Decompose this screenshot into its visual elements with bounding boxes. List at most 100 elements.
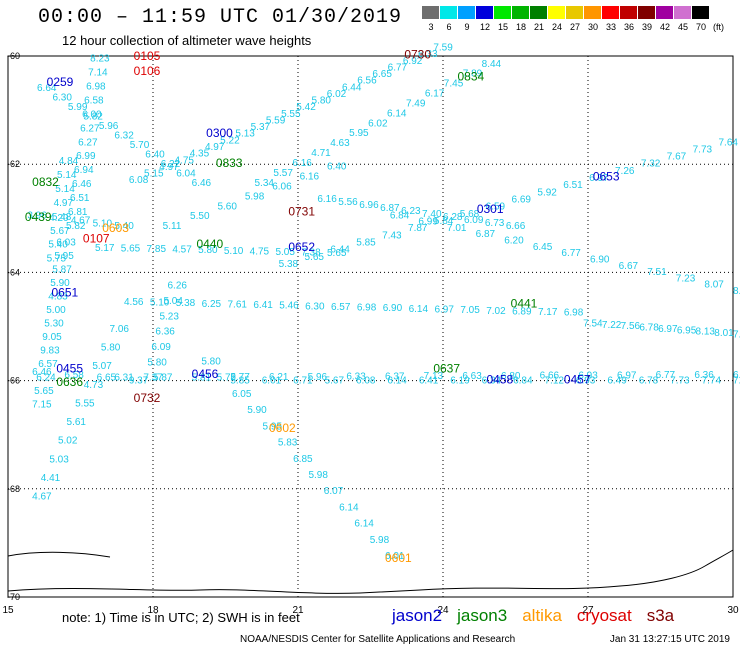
wave-height-value: 5.67 [50,226,70,237]
y-tick-label: -60 [7,51,20,61]
wave-height-value: 5.61 [67,417,87,428]
wave-height-value: 5.37 [251,122,271,133]
wave-height-value: 7.02 [486,306,506,317]
wave-height-value: 4.20 [49,213,69,224]
wave-height-value: 7.14 [88,67,108,78]
wave-height-value: 6.00 [82,109,102,120]
colorbar-label: 3 [428,22,434,32]
wave-height-value: 5.98 [245,191,265,202]
wave-height-value: 5.34 [255,178,275,189]
wave-height-value: 5.23 [159,311,179,322]
wave-height-value: 7.64 [719,137,739,148]
wave-height-value: 6.34 [482,375,502,386]
wave-height-value: 5.80 [201,356,221,367]
wave-height-value: 6.78 [639,323,659,334]
coastline [7,551,111,558]
wave-height-value: 6.41 [419,375,439,386]
pass-time-label: 0107 [83,232,110,246]
wave-height-value: 5.55 [75,398,95,409]
wave-height-value: 6.23 [401,206,421,217]
wave-height-value: 7.73 [693,144,713,155]
wave-height-value: 6.25 [202,299,222,310]
wave-height-value: 5.22 [220,135,240,146]
legend-cryosat: cryosat [576,606,632,625]
pass-time-label: 0731 [288,205,315,219]
colorbar-label: 21 [533,22,544,32]
wave-height-value: 5.92 [537,187,557,198]
wave-height-colorbar [422,6,710,19]
wave-height-value: 7.85 [147,244,167,255]
colorbar-label: 18 [515,22,526,32]
wave-height-value: 5.65 [327,248,347,259]
colorbar-label: 39 [641,22,652,32]
wave-height-value: 6.05 [232,389,252,400]
colorbar-swatch [494,6,512,19]
wave-height-value: 6.40 [327,162,347,173]
wave-height-value: 6.19 [450,375,470,386]
colorbar-swatch [638,6,656,19]
wave-height-value: 6.84 [513,375,533,386]
colorbar-swatch [440,6,458,19]
colorbar-label: 70 [695,22,706,32]
wave-height-value: 5.55 [281,109,301,120]
coastline [7,549,734,594]
wave-height-value: 6.07 [324,486,344,497]
wave-height-value: 5.80 [147,357,167,368]
wave-height-value: 6.90 [383,303,403,314]
wave-height-value: 7.17 [538,307,558,318]
wave-height-value: 4.75 [175,155,195,166]
wave-height-value: 6.24 [36,373,56,384]
wave-height-value: 5.80 [198,245,218,256]
wave-height-value: 5.72 [217,373,237,384]
wave-height-value: 6.85 [293,454,313,465]
pass-time-label: 0457 [564,372,591,386]
wave-height-value: 7.67 [667,152,687,163]
pass-time-label: 0601 [385,551,412,565]
wave-height-value: 5.03 [49,454,69,465]
wave-height-value: 6.77 [388,62,408,73]
pass-time-label: 0636 [56,375,83,389]
wave-height-value: 6.27 [80,123,100,134]
x-tick-label: 24 [437,605,449,616]
colorbar-swatch [422,6,440,19]
wave-height-value: 6.09 [151,342,171,353]
wave-height-value: 5.17 [95,243,115,254]
wave-height-value: 7.23 [676,273,696,284]
colorbar-swatch [620,6,638,19]
colorbar-label: 12 [479,22,490,32]
wave-height-value: 6.56 [357,76,377,87]
pass-time-label: 0832 [32,175,59,189]
wave-height-value: 8.00 [733,286,740,297]
wave-height-value: 6.87 [380,203,400,214]
wave-height-value: 4.71 [311,148,331,159]
wave-height-value: 6.98 [357,303,377,314]
wave-height-value: 5.99 [68,102,88,113]
wave-height-value: 6.28 [443,212,463,223]
wave-height-value: 6.98 [86,81,106,92]
page-title: 00:00 – 11:59 UTC 01/30/2019 [38,6,403,29]
wave-height-value: 6.49 [607,375,627,386]
wave-height-value: 9.83 [40,346,60,357]
wave-height-value: 5.60 [217,201,237,212]
wave-height-value: 4.63 [330,138,350,149]
wave-height-value: 6.67 [619,261,639,272]
pass-time-label: 0441 [511,297,538,311]
x-tick-label: 27 [582,605,594,616]
wave-height-value: 4.67 [32,492,52,503]
wave-height-value: 6.33 [346,372,366,383]
wave-height-value: 6.57 [331,302,351,313]
wave-height-value: 6.36 [694,370,714,381]
colorbar-label: 36 [623,22,634,32]
wave-height-value: 6.77 [561,248,581,259]
y-tick-label: -64 [7,267,20,277]
wave-height-value: 5.80 [312,96,332,107]
wave-height-value: 6.63 [733,370,740,381]
wave-height-value: 5.90 [247,405,267,416]
wave-height-value: 8.44 [482,59,502,70]
wave-height-value: 5.75 [47,254,67,265]
pass-time-label: 0653 [593,169,620,183]
wave-height-value: 7.12 [545,375,565,386]
x-tick-label: 15 [2,605,14,616]
wave-height-value: 6.30 [52,93,72,104]
